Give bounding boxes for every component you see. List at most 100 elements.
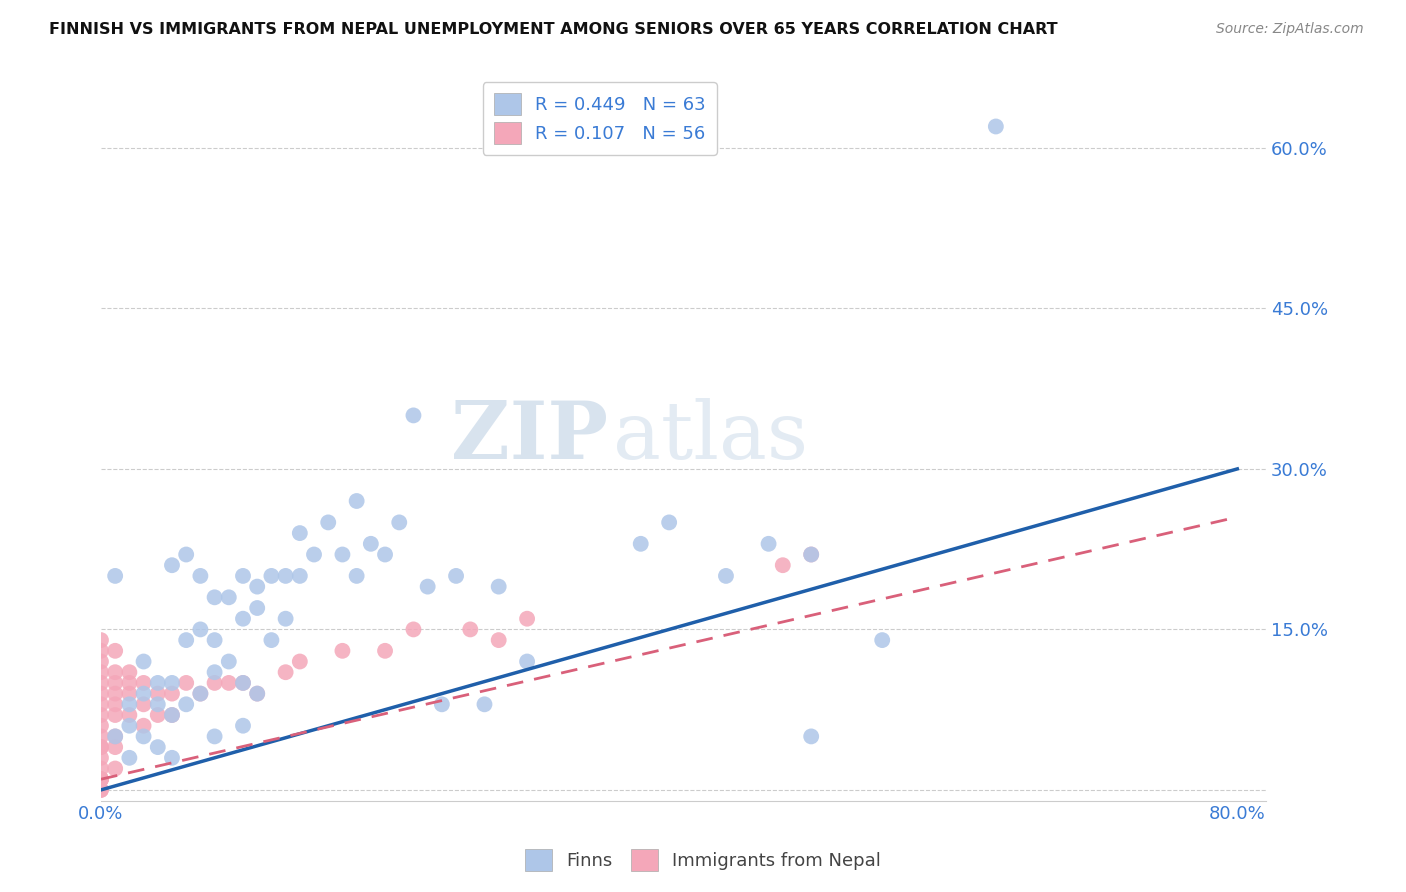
Point (104, 698, 127, 712)
Point (160, 676, 183, 690)
Point (90, 730, 112, 744)
Point (274, 569, 297, 583)
Point (772, 558, 794, 573)
Point (204, 730, 226, 744)
Point (474, 698, 496, 712)
Point (302, 548, 325, 562)
Point (118, 698, 141, 712)
Point (174, 676, 197, 690)
Point (388, 516, 411, 530)
Point (104, 730, 127, 744)
Text: atlas: atlas (613, 398, 808, 475)
Point (416, 580, 439, 594)
Point (332, 548, 354, 562)
Point (132, 687, 155, 701)
Point (146, 740, 169, 755)
Point (332, 644, 354, 658)
Point (246, 580, 269, 594)
Point (90, 687, 112, 701)
Point (246, 687, 269, 701)
Legend: Finns, Immigrants from Nepal: Finns, Immigrants from Nepal (517, 842, 889, 879)
Point (146, 687, 169, 701)
Point (90, 719, 112, 733)
Point (118, 751, 141, 765)
Point (90, 762, 112, 776)
Point (346, 494, 368, 508)
Point (204, 665, 226, 680)
Point (288, 526, 311, 541)
Point (90, 740, 112, 755)
Point (118, 719, 141, 733)
Point (90, 708, 112, 723)
Point (174, 633, 197, 648)
Point (190, 623, 212, 637)
Point (246, 687, 269, 701)
Point (374, 644, 396, 658)
Point (204, 633, 226, 648)
Point (218, 676, 240, 690)
Point (104, 676, 127, 690)
Point (118, 665, 141, 680)
Point (758, 537, 780, 551)
Point (90, 751, 112, 765)
Point (232, 676, 254, 690)
Point (288, 569, 311, 583)
Point (260, 569, 283, 583)
Point (190, 687, 212, 701)
Text: Source: ZipAtlas.com: Source: ZipAtlas.com (1216, 22, 1364, 37)
Point (118, 708, 141, 723)
Point (90, 655, 112, 669)
Point (160, 708, 183, 723)
Point (132, 719, 155, 733)
Point (90, 772, 112, 787)
Point (90, 644, 112, 658)
Point (288, 655, 311, 669)
Point (402, 409, 425, 423)
Point (90, 772, 112, 787)
Point (160, 558, 183, 573)
Point (274, 665, 297, 680)
Point (104, 762, 127, 776)
Point (160, 751, 183, 765)
Point (630, 537, 652, 551)
Text: FINNISH VS IMMIGRANTS FROM NEPAL UNEMPLOYMENT AMONG SENIORS OVER 65 YEARS CORREL: FINNISH VS IMMIGRANTS FROM NEPAL UNEMPLO… (49, 22, 1057, 37)
Point (274, 612, 297, 626)
Point (190, 569, 212, 583)
Point (90, 698, 112, 712)
Point (218, 655, 240, 669)
Point (160, 687, 183, 701)
Point (232, 676, 254, 690)
Point (800, 548, 823, 562)
Point (132, 730, 155, 744)
Point (516, 655, 538, 669)
Point (984, 120, 1007, 134)
Point (458, 623, 481, 637)
Point (160, 708, 183, 723)
Point (190, 687, 212, 701)
Point (218, 591, 240, 605)
Point (90, 740, 112, 755)
Point (90, 783, 112, 797)
Point (104, 687, 127, 701)
Point (204, 676, 226, 690)
Point (488, 580, 510, 594)
Point (360, 537, 382, 551)
Point (104, 569, 127, 583)
Point (118, 687, 141, 701)
Point (402, 623, 425, 637)
Point (132, 698, 155, 712)
Point (174, 698, 197, 712)
Point (104, 730, 127, 744)
Point (90, 772, 112, 787)
Point (232, 719, 254, 733)
Point (104, 665, 127, 680)
Point (146, 698, 169, 712)
Point (174, 548, 197, 562)
Point (316, 516, 339, 530)
Legend: R = 0.449   N = 63, R = 0.107   N = 56: R = 0.449 N = 63, R = 0.107 N = 56 (482, 82, 717, 155)
Point (800, 548, 823, 562)
Point (146, 676, 169, 690)
Point (104, 644, 127, 658)
Point (204, 591, 226, 605)
Point (444, 569, 467, 583)
